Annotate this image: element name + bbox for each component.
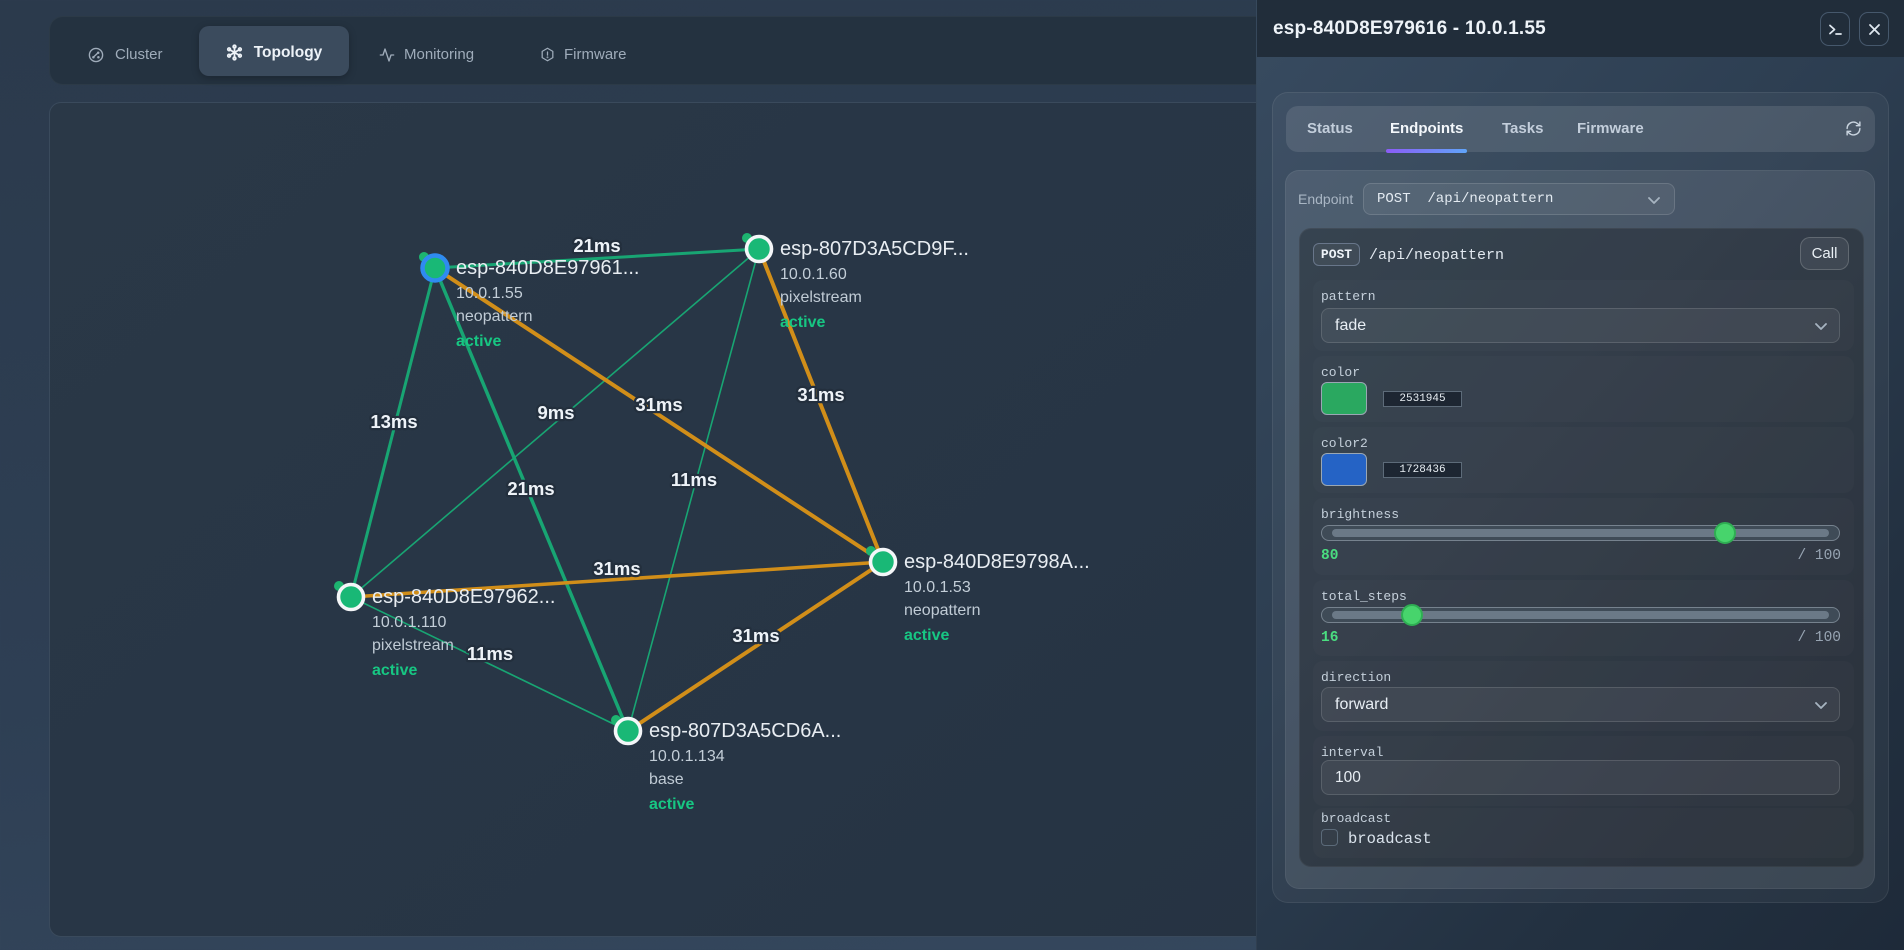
svg-text:10.0.1.55: 10.0.1.55: [456, 285, 523, 302]
svg-text:11ms: 11ms: [467, 643, 513, 664]
svg-text:13ms: 13ms: [370, 411, 417, 432]
svg-text:active: active: [456, 333, 501, 350]
svg-text:10.0.1.134: 10.0.1.134: [649, 748, 725, 765]
svg-text:31ms: 31ms: [593, 558, 640, 579]
svg-text:10.0.1.110: 10.0.1.110: [372, 614, 447, 631]
svg-text:base: base: [649, 771, 684, 788]
svg-text:11ms: 11ms: [671, 469, 717, 490]
svg-text:esp-807D3A5CD9F...: esp-807D3A5CD9F...: [780, 238, 969, 260]
svg-text:esp-840D8E9798A...: esp-840D8E9798A...: [904, 551, 1090, 573]
svg-text:31ms: 31ms: [797, 384, 844, 405]
svg-text:esp-807D3A5CD6A...: esp-807D3A5CD6A...: [649, 720, 841, 742]
svg-text:neopattern: neopattern: [456, 308, 533, 325]
svg-text:neopattern: neopattern: [904, 602, 981, 619]
svg-text:31ms: 31ms: [635, 394, 682, 415]
svg-text:31ms: 31ms: [732, 625, 779, 646]
svg-text:active: active: [649, 796, 694, 813]
svg-text:esp-840D8E97962...: esp-840D8E97962...: [372, 586, 555, 608]
svg-text:pixelstream: pixelstream: [372, 637, 454, 654]
svg-text:9ms: 9ms: [537, 402, 574, 423]
svg-text:10.0.1.53: 10.0.1.53: [904, 579, 971, 596]
svg-text:21ms: 21ms: [507, 478, 554, 499]
svg-text:21ms: 21ms: [573, 235, 620, 256]
svg-text:esp-840D8E97961...: esp-840D8E97961...: [456, 257, 639, 279]
svg-text:active: active: [780, 314, 825, 331]
svg-text:pixelstream: pixelstream: [780, 289, 862, 306]
svg-text:active: active: [904, 627, 949, 644]
svg-text:10.0.1.60: 10.0.1.60: [780, 266, 847, 283]
svg-text:active: active: [372, 662, 417, 679]
